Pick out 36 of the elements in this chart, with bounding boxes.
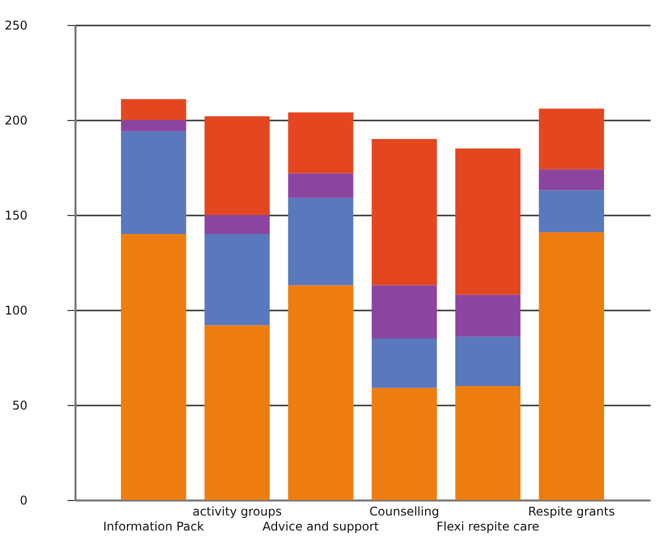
bar <box>288 173 354 198</box>
x-tick-label: Information Pack <box>103 520 204 534</box>
y-tick-label: 150 <box>4 208 28 222</box>
bar <box>120 120 186 132</box>
bar <box>204 116 270 215</box>
bar <box>204 215 270 234</box>
bar <box>455 386 520 500</box>
bar <box>120 99 186 120</box>
bar <box>120 131 186 234</box>
bar <box>538 232 604 500</box>
x-tick-label: activity groups <box>192 504 282 518</box>
y-tick-label: 200 <box>4 114 28 128</box>
bar <box>204 325 270 500</box>
x-tick-label: Flexi respite care <box>436 520 540 534</box>
bar <box>372 285 437 338</box>
bar <box>455 336 520 386</box>
bar <box>120 234 186 500</box>
x-tick-label: Respite grants <box>528 504 615 518</box>
bar <box>538 169 604 190</box>
bar <box>538 190 604 232</box>
y-tick-label: 100 <box>4 304 28 318</box>
bar <box>455 148 520 295</box>
bar <box>372 338 437 388</box>
y-tick-label: 50 <box>12 398 28 412</box>
bar <box>288 112 354 174</box>
bar <box>372 139 437 286</box>
bar <box>455 294 520 337</box>
bar <box>288 285 354 500</box>
y-tick-label: 250 <box>4 18 28 32</box>
bar <box>372 388 437 500</box>
bar <box>538 108 604 170</box>
bar <box>204 234 270 326</box>
x-tick-label: Advice and support <box>262 520 380 534</box>
x-tick-label: Counselling <box>369 504 440 518</box>
y-tick-label: 0 <box>20 494 28 508</box>
bar <box>288 198 354 286</box>
